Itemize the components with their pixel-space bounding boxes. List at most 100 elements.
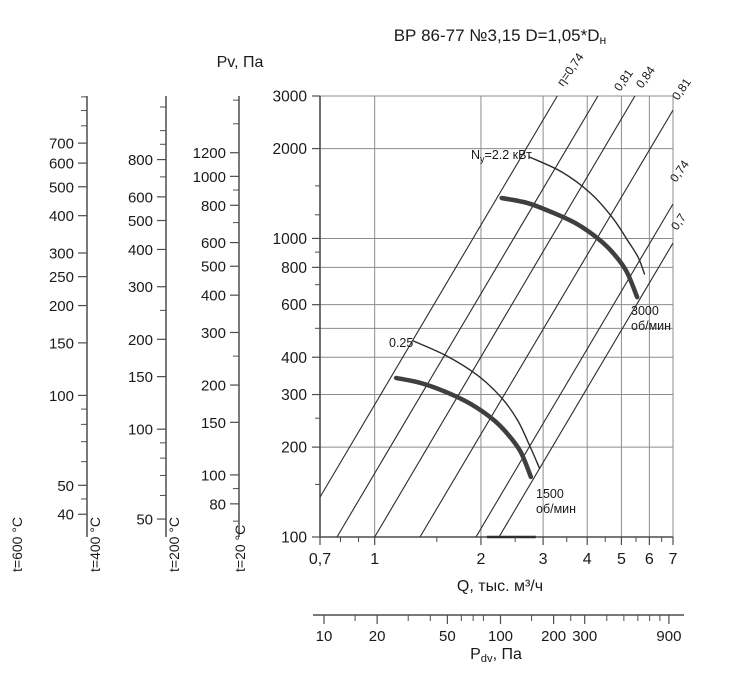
q-tick-label-4: 4 <box>583 551 592 568</box>
eta-line-6 <box>498 242 674 538</box>
pdv-title-main: P <box>470 646 481 663</box>
rpm-3000-label-line1-part: 3000 <box>631 304 659 318</box>
temp-scale-label-20: t=20 °C <box>232 524 248 572</box>
power-label-0-25: 0.25 <box>389 336 413 350</box>
pv-tick-label-600: 600 <box>281 297 307 314</box>
rpm-3000-curve <box>499 195 640 300</box>
power-label-2-2: Nу=2.2 кВт <box>471 148 532 164</box>
temp-scale-2-label-500: 500 <box>201 259 226 276</box>
eta-label-2: 0,81 <box>611 66 636 93</box>
pdv-tick-label-200: 200 <box>541 628 566 645</box>
power-label-2-2-part: =2.2 кВт <box>485 148 533 162</box>
temp-scale-0-label-700: 700 <box>49 136 74 153</box>
temp-scale-1-label-400: 400 <box>128 242 153 259</box>
temp-scale-0-label-50: 50 <box>57 478 74 495</box>
pdv-tick-label-100: 100 <box>488 628 513 645</box>
temp-scale-0-label-500: 500 <box>49 179 74 196</box>
temp-scale-1-label-200: 200 <box>128 332 153 349</box>
pdv-title-suffix: , Па <box>492 646 522 663</box>
pv-tick-label-1000: 1000 <box>273 231 308 248</box>
temp-scale-1-label-500: 500 <box>128 213 153 230</box>
q-tick-label-5: 5 <box>617 551 626 568</box>
pdv-tick-label-300: 300 <box>572 628 597 645</box>
eta-label-5-part: 0,74 <box>667 157 692 184</box>
temp-scale-1-label-50: 50 <box>136 512 153 529</box>
temp-scale-0-label-100: 100 <box>49 388 74 405</box>
pv-tick-label-2000: 2000 <box>273 141 308 158</box>
pv-tick-label-300: 300 <box>281 387 307 404</box>
temp-scale-1-label-800: 800 <box>128 152 153 169</box>
temp-scale-1-label-600: 600 <box>128 189 153 206</box>
temp-scale-0-label-250: 250 <box>49 269 74 286</box>
rpm-1500-curve <box>393 375 534 480</box>
power-0-25-curve <box>413 340 541 469</box>
eta-line-5 <box>475 203 674 538</box>
temp-scale-2-label-1200: 1200 <box>193 145 226 162</box>
pv-tick-label-400: 400 <box>281 350 307 367</box>
power-label-2-2-part: N <box>471 148 480 162</box>
eta-label-6-part: 0,7 <box>668 211 689 233</box>
rpm-3000-label-line1: 3000 <box>631 304 659 318</box>
temp-scale-1-label-300: 300 <box>128 279 153 296</box>
chart-title: ВР 86-77 №3,15 D=1,05*Dн <box>300 26 700 47</box>
temp-scale-2-label-600: 600 <box>201 235 226 252</box>
power-label-2-2-part: у <box>480 154 485 164</box>
pdv-title-subscript: dv <box>480 652 493 665</box>
eta-label-3-part: 0,84 <box>633 63 658 90</box>
temp-scale-2-label-200: 200 <box>201 378 226 395</box>
dynamic-pressure-axis-title: Pdv, Па <box>426 646 566 665</box>
power-label-0-25-part: 0.25 <box>389 336 413 350</box>
q-tick-label-2: 2 <box>476 551 485 568</box>
temp-scale-2-label-80: 80 <box>209 496 226 513</box>
eta-label-2-part: 0,81 <box>611 66 636 93</box>
rpm-3000-label-line2-part: об/мин <box>631 319 671 333</box>
q-tick-label-1: 1 <box>370 551 379 568</box>
temp-scale-0-label-600: 600 <box>49 156 74 173</box>
chart-title-main: ВР 86-77 №3,15 D=1,05*D <box>393 26 600 45</box>
temp-scale-2-label-800: 800 <box>201 198 226 215</box>
temp-scale-0-label-300: 300 <box>49 245 74 262</box>
pv-tick-label-800: 800 <box>281 260 307 277</box>
pdv-tick-label-50: 50 <box>439 628 456 645</box>
temp-scale-0-label-200: 200 <box>49 298 74 315</box>
power-2-2-curve <box>529 156 646 275</box>
pdv-tick-label-20: 20 <box>369 628 386 645</box>
temp-scale-2-label-400: 400 <box>201 288 226 305</box>
temp-scale-1-label-150: 150 <box>128 369 153 386</box>
eta-line-4 <box>419 109 674 538</box>
temp-scale-2-label-1000: 1000 <box>193 169 226 186</box>
eta-line-2 <box>336 95 599 538</box>
temp-scale-2-label-100: 100 <box>201 467 226 484</box>
pressure-axis-title: Pv, Па <box>216 54 264 71</box>
q-tick-label-7: 7 <box>669 551 678 568</box>
rpm-1500-label-line2: об/мин <box>536 502 576 516</box>
temp-scale-label-200: t=200 °C <box>166 516 182 572</box>
temp-scale-label-600: t=600 °C <box>9 516 25 572</box>
temp-scale-1-label-100: 100 <box>128 422 153 439</box>
eta-label-5: 0,74 <box>667 157 692 184</box>
q-tick-label-6: 6 <box>645 551 654 568</box>
pdv-tick-label-900: 900 <box>656 628 681 645</box>
eta-line-1 <box>319 95 558 498</box>
chart-title-subscript: н <box>599 33 607 48</box>
pv-tick-label-200: 200 <box>281 440 307 457</box>
pv-tick-label-100: 100 <box>281 530 307 547</box>
pdv-tick-label-10: 10 <box>316 628 333 645</box>
eta-label-1-part: η=0,74 <box>554 50 587 89</box>
rpm-1500-label-line1-part: 1500 <box>536 487 564 501</box>
eta-label-6: 0,7 <box>668 211 689 233</box>
q-tick-label-3: 3 <box>539 551 548 568</box>
eta-line-3 <box>374 95 636 538</box>
temp-scale-2-label-150: 150 <box>201 415 226 432</box>
pv-tick-label-3000: 3000 <box>273 89 308 106</box>
eta-label-3: 0,84 <box>633 63 658 90</box>
temp-scale-0-label-40: 40 <box>57 507 74 524</box>
eta-label-1: η=0,74 <box>554 50 587 89</box>
q-tick-label-0.7: 0,7 <box>309 551 331 568</box>
temp-scale-0-label-400: 400 <box>49 208 74 225</box>
temp-scale-label-400: t=400 °C <box>87 516 103 572</box>
temp-scale-0-label-150: 150 <box>49 335 74 352</box>
flow-axis-title: Q, тыс. м³/ч <box>456 578 544 595</box>
